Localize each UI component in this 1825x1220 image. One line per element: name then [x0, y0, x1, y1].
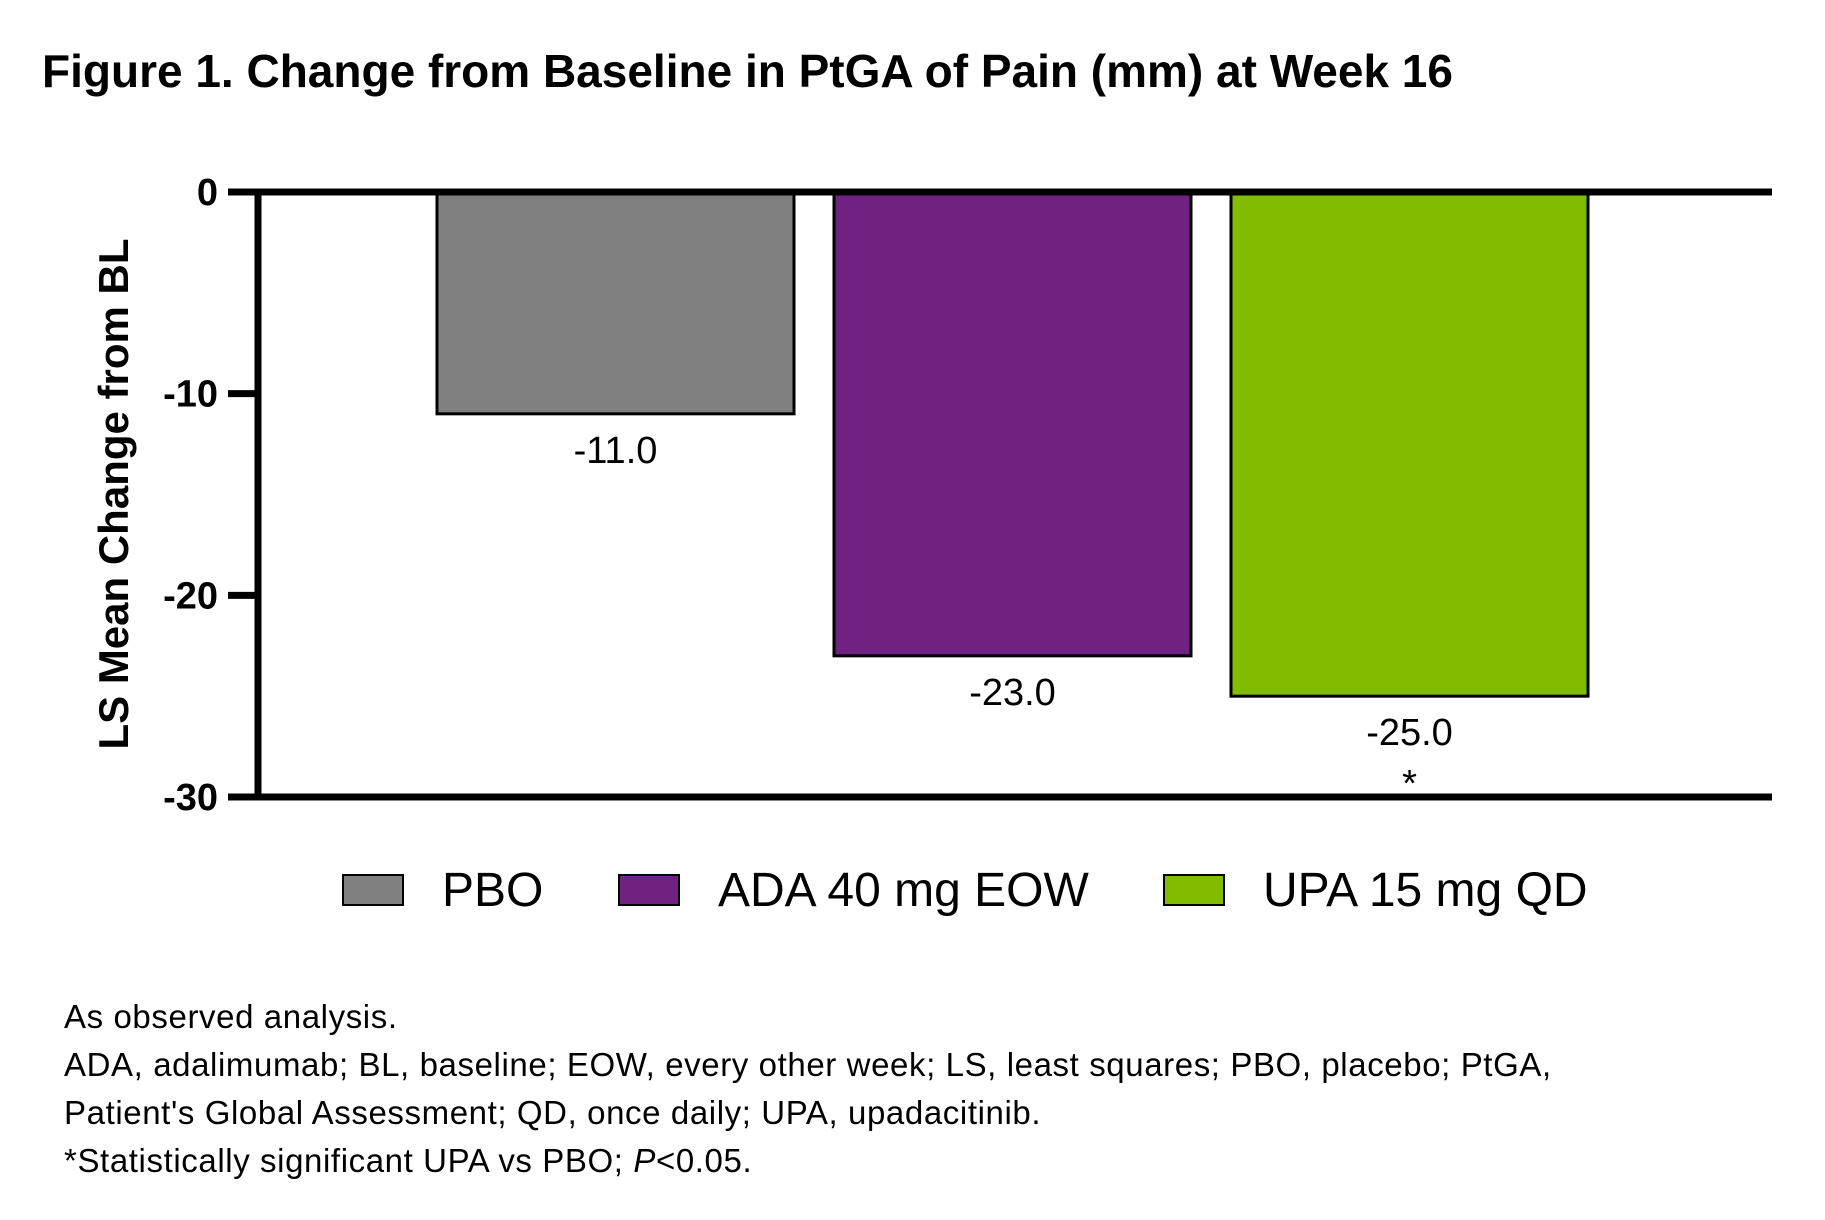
footnote-significance: *Statistically significant UPA vs PBO; P… [64, 1137, 1552, 1185]
data-label-2: -25.0 [1366, 712, 1453, 754]
bar-0 [435, 190, 796, 416]
legend-swatch-upa [1163, 874, 1225, 906]
bars-layer [435, 190, 1590, 698]
y-axis-title: LS Mean Change from BL [90, 238, 137, 749]
legend-swatch-ada [618, 874, 680, 906]
figure-title: Figure 1. Change from Baseline in PtGA o… [42, 45, 1453, 97]
significance-marker-2: * [1402, 763, 1417, 805]
legend-label-ada: ADA 40 mg EOW [718, 863, 1089, 917]
footnote-abbreviations-2: Patient's Global Assessment; QD, once da… [64, 1094, 1042, 1131]
bar-chart: -11.0 -23.0 -25.0 * 0 -10 -20 -30 LS Mean Change… [90, 172, 1772, 819]
legend-swatch-pbo [342, 874, 404, 906]
footnote-abbreviations-1: ADA, adalimumab; BL, baseline; EOW, ever… [64, 1046, 1552, 1083]
data-label-0: -11.0 [574, 430, 658, 472]
footnote-p-symbol: P [633, 1142, 656, 1179]
axes-layer [228, 188, 1772, 801]
legend-label-pbo: PBO [442, 863, 544, 917]
legend-label-upa: UPA 15 mg QD [1263, 863, 1588, 917]
bar-2 [1229, 190, 1590, 698]
y-tick-label-1: -10 [163, 374, 218, 416]
legend-item-upa: UPA 15 mg QD [1163, 860, 1588, 920]
data-label-1: -23.0 [969, 672, 1056, 714]
footnote-p-threshold: <0.05. [655, 1142, 753, 1179]
legend-item-pbo: PBO [342, 860, 543, 920]
legend-item-ada: ADA 40 mg EOW [618, 860, 1089, 920]
bar-1 [832, 190, 1193, 658]
footnotes: As observed analysis. ADA, adalimumab; B… [64, 993, 1552, 1185]
footnote-analysis: As observed analysis. [64, 998, 398, 1035]
y-tick-label-2: -20 [163, 575, 218, 617]
y-tick-label-3: -30 [163, 777, 218, 819]
y-tick-label-0: 0 [197, 172, 218, 214]
labels-layer: -11.0 -23.0 -25.0 * 0 -10 -20 -30 LS Mean Change… [90, 172, 1453, 819]
footnote-significance-text: *Statistically significant UPA vs PBO; [64, 1142, 634, 1179]
